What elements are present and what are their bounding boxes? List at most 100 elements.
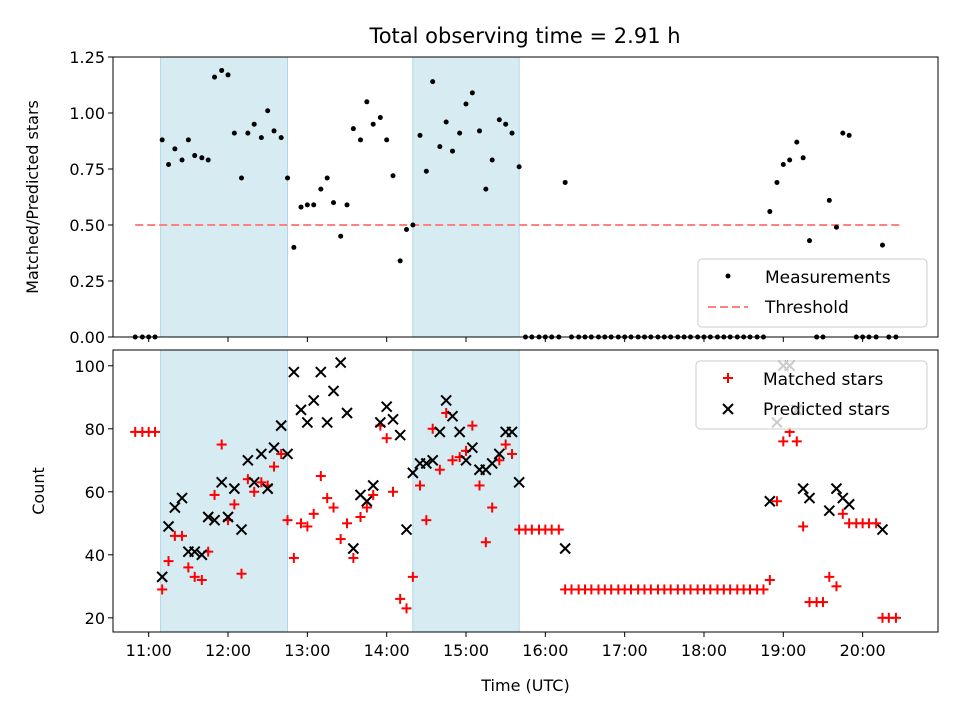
cross-b <box>843 498 855 511</box>
measurement-point <box>331 200 337 206</box>
matched-star-point <box>764 575 775 586</box>
measurement-point <box>437 144 443 150</box>
predicted-star-point <box>288 366 300 378</box>
measurement-point <box>780 162 786 168</box>
predicted-star-point <box>803 492 816 504</box>
predicted-star-point <box>235 523 248 536</box>
matched-star-point <box>157 584 168 595</box>
y-tick-label: 80 <box>85 420 105 439</box>
measurement-point <box>212 74 218 80</box>
measurement-point <box>509 130 515 136</box>
measurement-point <box>806 238 812 244</box>
cross-b <box>321 416 333 429</box>
measurement-point <box>239 175 245 181</box>
predicted-star-point <box>440 394 452 407</box>
cross-b <box>327 385 340 397</box>
cross-b <box>440 394 452 407</box>
predicted-star-point <box>196 549 208 561</box>
matched-star-point <box>315 471 326 482</box>
cross-b <box>367 479 379 492</box>
observing-window-shade <box>412 56 520 338</box>
figure-title: Total observing time = 2.91 h <box>368 24 680 48</box>
cross-b <box>242 454 254 466</box>
cross-b <box>176 492 188 504</box>
x-tick-label: 19:00 <box>760 641 806 660</box>
measurement-point <box>251 121 257 127</box>
measurement-point <box>840 130 846 136</box>
x-tick-label: 20:00 <box>840 641 886 660</box>
cross-b <box>506 426 518 438</box>
matched-star-point <box>407 571 418 582</box>
matched-star-point <box>791 436 802 447</box>
matched-star-point <box>890 612 901 623</box>
measurement-point <box>404 226 410 232</box>
matched-star-point <box>163 556 174 567</box>
y-tick-label: 1.00 <box>69 104 105 123</box>
cross-b <box>255 448 268 460</box>
x-tick-label: 13:00 <box>284 641 330 660</box>
cross-b <box>876 523 889 536</box>
predicted-star-point <box>334 356 347 369</box>
y-tick-label: 100 <box>74 357 105 376</box>
matched-star-point <box>401 603 412 614</box>
predicted-star-point <box>222 511 234 523</box>
cross-b <box>764 495 776 507</box>
measurement-point <box>767 209 773 215</box>
cross-b <box>420 457 433 470</box>
cross-b <box>407 467 419 479</box>
predicted-star-point <box>208 514 221 526</box>
matched-star-point <box>758 584 769 595</box>
matched-star-point <box>824 571 835 582</box>
matched-star-point <box>256 477 267 488</box>
cross-b <box>156 571 168 583</box>
predicted-star-point <box>426 454 439 466</box>
cross-b <box>493 448 506 460</box>
top-y-axis-label: Matched/Predicted stars <box>23 100 42 294</box>
predicted-star-point <box>268 441 280 454</box>
cross-b <box>261 482 274 495</box>
measurement-point <box>417 132 423 138</box>
matched-star-point <box>302 521 313 532</box>
legend-cross <box>722 403 734 415</box>
predicted-star-point <box>434 426 446 438</box>
cross-b <box>295 404 307 416</box>
cross-b <box>162 520 175 533</box>
predicted-star-point <box>347 542 360 555</box>
predicted-star-point <box>295 404 307 416</box>
cross-b <box>347 542 360 555</box>
predicted-star-point <box>327 385 340 397</box>
measurement-point <box>800 155 806 161</box>
matched-star-point <box>308 508 319 519</box>
predicted-star-point <box>374 416 387 429</box>
predicted-star-point <box>361 495 373 507</box>
cross-b <box>222 511 234 523</box>
measurement-point <box>826 197 832 203</box>
cross-b <box>426 454 439 466</box>
cross-b <box>228 482 241 495</box>
bottom-axes-frame <box>112 349 939 633</box>
cross-b <box>823 504 836 517</box>
measurement-point <box>271 128 277 134</box>
measurement-point <box>166 162 172 168</box>
predicted-star-point <box>380 401 393 413</box>
matched-star-point <box>348 552 359 563</box>
y-tick-label: 1.25 <box>69 48 105 67</box>
matched-star-point <box>209 489 220 500</box>
measurement-point <box>192 153 198 159</box>
measurement-point <box>377 114 383 120</box>
measurement-point <box>489 157 495 163</box>
measurement-point <box>390 173 396 179</box>
cross-b <box>559 542 571 555</box>
cross-b <box>307 394 320 407</box>
measurement-point <box>231 130 237 136</box>
measurement-point <box>179 157 185 163</box>
predicted-star-point <box>307 394 320 407</box>
ratio-panel: 0.00 0.25 0.50 0.75 1.00 1.25 Matched/Predict… <box>23 48 939 347</box>
x-tick-label: 17:00 <box>602 641 648 660</box>
measurement-point <box>469 90 475 96</box>
cross-b <box>268 441 280 454</box>
measurement-point <box>410 222 416 228</box>
measurement-point <box>846 132 852 138</box>
matched-star-point <box>798 521 809 532</box>
